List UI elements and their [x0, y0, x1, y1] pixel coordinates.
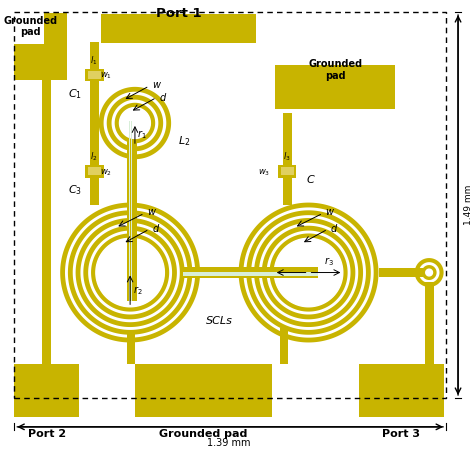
Text: 1.49 mm: 1.49 mm	[465, 185, 474, 225]
Polygon shape	[238, 202, 378, 342]
Polygon shape	[270, 233, 347, 311]
Text: $d$: $d$	[159, 90, 167, 103]
Bar	[127, 188, 137, 301]
Bar	[135, 364, 273, 417]
Text: $C$: $C$	[306, 173, 316, 185]
Polygon shape	[83, 226, 177, 319]
Polygon shape	[246, 210, 371, 335]
Bar	[42, 79, 51, 364]
Bar	[283, 113, 292, 165]
Bar	[380, 268, 430, 277]
Bar	[183, 272, 318, 274]
Text: $w_1$: $w_1$	[100, 71, 112, 82]
Text: $r_1$: $r_1$	[137, 128, 147, 142]
Polygon shape	[107, 95, 163, 151]
Text: Port 3: Port 3	[382, 429, 420, 439]
Bar	[128, 121, 130, 188]
Bar	[14, 13, 44, 44]
Text: 1.39 mm: 1.39 mm	[207, 438, 251, 448]
Bar	[90, 92, 99, 149]
Text: $C_3$: $C_3$	[68, 184, 82, 197]
Text: Grounded
pad: Grounded pad	[308, 59, 362, 81]
Polygon shape	[274, 238, 343, 307]
Text: $L_2$: $L_2$	[178, 134, 191, 148]
Polygon shape	[262, 226, 356, 319]
Text: $w$: $w$	[326, 207, 336, 217]
Polygon shape	[426, 269, 432, 276]
Polygon shape	[254, 218, 363, 327]
Polygon shape	[91, 233, 169, 311]
Bar	[90, 80, 99, 117]
Text: Grounded
pad: Grounded pad	[3, 16, 57, 37]
Bar	[88, 71, 101, 79]
Text: Port 1: Port 1	[155, 7, 201, 20]
Text: $w_3$: $w_3$	[258, 168, 270, 178]
Text: $l_1$: $l_1$	[90, 54, 98, 67]
Bar	[14, 13, 67, 79]
Bar	[131, 121, 132, 188]
Bar	[183, 267, 318, 278]
Bar	[85, 69, 104, 81]
Bar	[131, 188, 132, 301]
Text: $d$: $d$	[152, 222, 160, 234]
Polygon shape	[60, 202, 200, 342]
Polygon shape	[415, 258, 444, 287]
Polygon shape	[422, 265, 437, 280]
Bar	[283, 177, 292, 205]
Bar	[425, 282, 434, 364]
Bar	[128, 188, 130, 301]
Bar	[236, 272, 318, 274]
Text: Port 2: Port 2	[27, 429, 66, 439]
Bar	[236, 274, 318, 276]
Text: $r_3$: $r_3$	[324, 255, 334, 268]
Text: $d$: $d$	[330, 222, 338, 234]
Bar	[85, 165, 104, 178]
Bar	[127, 121, 137, 188]
Bar	[101, 14, 255, 44]
Text: $w$: $w$	[147, 207, 157, 217]
Text: Grounded pad: Grounded pad	[159, 429, 247, 439]
Text: $r_2$: $r_2$	[133, 285, 142, 297]
Bar	[183, 274, 318, 276]
Text: $w_2$: $w_2$	[100, 168, 112, 178]
Polygon shape	[76, 218, 184, 327]
Bar	[90, 135, 99, 165]
Bar	[275, 65, 395, 109]
Bar	[14, 364, 80, 417]
Text: $C_1$: $C_1$	[68, 87, 82, 101]
Text: $l_2$: $l_2$	[90, 151, 98, 163]
Polygon shape	[68, 210, 192, 335]
Bar	[127, 331, 136, 364]
Text: SCLs: SCLs	[206, 316, 233, 326]
Polygon shape	[99, 87, 171, 159]
Bar	[281, 168, 294, 175]
Bar	[280, 328, 288, 364]
Polygon shape	[115, 103, 155, 143]
Bar	[359, 364, 444, 417]
Polygon shape	[96, 238, 164, 307]
Text: $w$: $w$	[152, 80, 162, 90]
Polygon shape	[119, 108, 150, 138]
Bar	[236, 267, 318, 278]
Bar	[90, 177, 99, 205]
Text: $l_3$: $l_3$	[283, 151, 291, 163]
Bar	[88, 168, 101, 175]
Bar	[278, 165, 297, 178]
Bar	[90, 43, 99, 70]
